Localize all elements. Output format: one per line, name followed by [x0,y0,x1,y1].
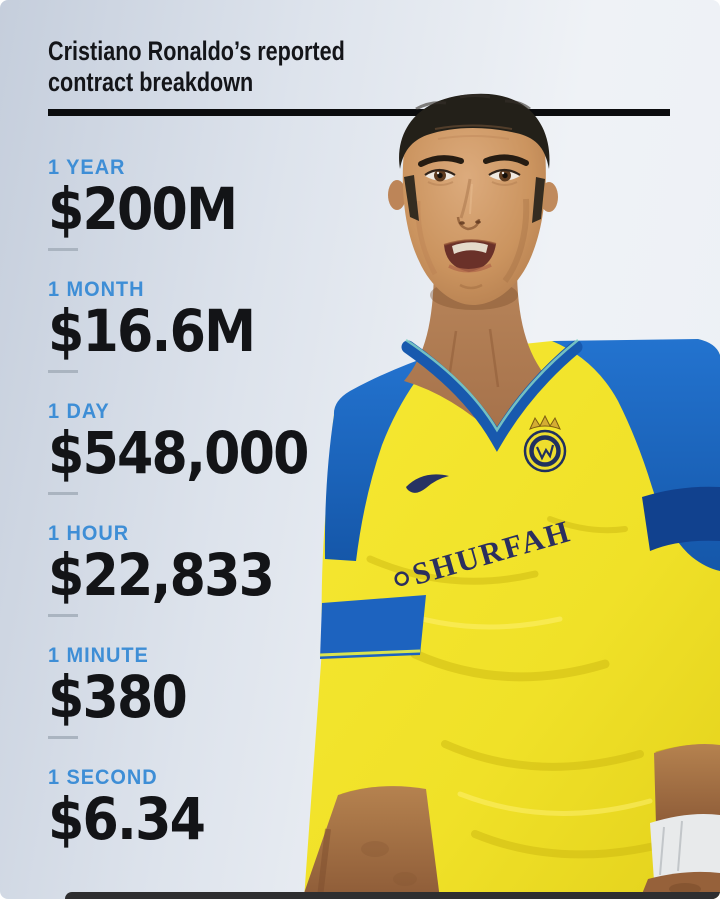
stat-value: $548,000 [48,419,309,487]
stat-value: $200M [48,175,238,243]
page-title: Cristiano Ronaldo’s reported contract br… [48,36,345,98]
stat-value: $380 [48,663,188,731]
ronaldo-figure: SHURFAH [302,93,720,899]
row-divider [48,614,78,617]
stat-label: 1 MONTH [48,278,145,301]
left-ear [388,180,406,210]
brand-swoosh-icon [406,474,449,493]
title-line-1: Cristiano Ronaldo’s reported [48,36,345,66]
stat-label: 1 HOUR [48,522,130,545]
stat-label: 1 DAY [48,400,110,423]
right-forearm [654,744,720,825]
stat-label: 1 YEAR [48,156,126,179]
contract-breakdown-list: 1 YEAR $200M 1 MONTH $16.6M 1 DAY $548,0… [48,156,337,888]
captain-armband [320,595,426,659]
stat-row: 1 HOUR $22,833 [48,522,337,620]
title-line-2: contract breakdown [48,67,254,97]
row-divider [48,248,78,251]
sideburns [404,175,545,223]
stat-label: 1 SECOND [48,766,158,789]
face [402,101,546,305]
left-shoulder-panel [324,353,438,561]
stat-value: $22,833 [48,541,275,609]
collar [401,340,583,452]
al-nassr-crest-icon [523,414,567,473]
jersey [302,339,720,899]
hair [399,93,550,169]
row-divider [48,736,78,739]
stat-row: 1 SECOND $6.34 [48,766,337,864]
stat-label: 1 MINUTE [48,644,149,667]
stat-row: 1 YEAR $200M [48,156,337,254]
row-divider [48,492,78,495]
title-underline-rule [48,109,670,116]
sponsor-mark-icon [394,571,409,586]
head [388,93,558,305]
stat-row: 1 MINUTE $380 [48,644,337,742]
stat-row: 1 DAY $548,000 [48,400,337,498]
next-card-edge [65,892,720,899]
wristband [650,814,720,881]
left-forearm [302,786,440,899]
stat-value: $6.34 [48,785,206,853]
stat-row: 1 MONTH $16.6M [48,278,337,376]
neck [404,267,548,437]
stat-value: $16.6M [48,297,256,365]
row-divider [48,370,78,373]
right-sleeve-band [642,486,720,551]
